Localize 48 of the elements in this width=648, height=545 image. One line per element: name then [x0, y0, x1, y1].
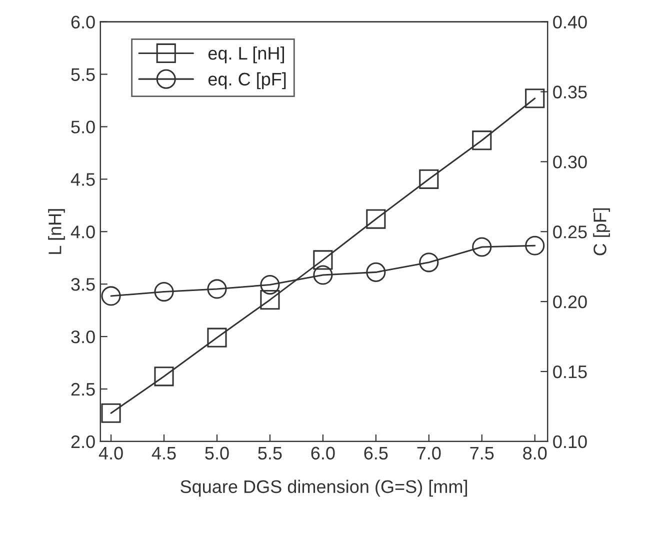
y-tick-label: 5.0: [71, 120, 95, 134]
point: [260, 290, 280, 310]
point: [419, 252, 439, 272]
y2-tick-label: 0.30: [553, 156, 587, 168]
point: [366, 262, 386, 282]
point: [525, 236, 545, 256]
y2-tick-label: 0.20: [553, 296, 587, 308]
x-tick-label: 4.5: [152, 446, 176, 460]
y2-axis-title: C [pF]: [593, 208, 610, 256]
x-tick-label: 7.5: [470, 446, 494, 460]
point: [313, 250, 333, 270]
point: [101, 403, 121, 423]
point: [313, 265, 333, 285]
x-tick-label: 6.5: [364, 446, 388, 460]
point: [260, 274, 280, 295]
legend-label: eq. C [pF]: [208, 72, 286, 90]
point: [207, 279, 227, 299]
y-tick-label: 6.0: [71, 16, 95, 29]
x-axis-title: Square DGS dimension (G=S) [mm]: [180, 480, 467, 497]
y-tick-label: 5.5: [71, 68, 95, 81]
point: [366, 209, 386, 229]
point: [472, 130, 492, 150]
point: [154, 366, 174, 386]
x-tick-label: 6.0: [311, 446, 335, 460]
point: [472, 237, 492, 257]
y2-tick-label: 0.40: [553, 16, 587, 29]
x-tick-label: 5.0: [205, 446, 229, 460]
x-tick-label: 5.5: [258, 446, 282, 460]
y-tick-label: 3.0: [71, 330, 95, 344]
y-tick-label: 4.5: [70, 173, 95, 186]
y-tick-label: 2.0: [71, 435, 95, 448]
legend-label: eq. L [nH]: [208, 46, 284, 64]
y2-tick-label: 0.35: [553, 86, 587, 98]
y-tick-label: 2.5: [71, 382, 95, 396]
point: [101, 286, 121, 306]
y-axis-title: L [nH]: [48, 209, 65, 254]
x-tick-label: 4.0: [98, 446, 123, 460]
point: [419, 169, 439, 189]
point: [207, 328, 227, 348]
x-tick-label: 7.0: [417, 446, 441, 460]
y2-tick-label: 0.25: [553, 226, 587, 238]
y-tick-label: 4.0: [70, 226, 95, 238]
y-tick-label: 3.5: [71, 278, 95, 291]
point: [154, 282, 174, 302]
x-tick-label: 8.0: [523, 446, 547, 460]
y2-tick-label: 0.15: [553, 365, 587, 378]
y2-tick-label: 0.10: [553, 435, 587, 448]
point: [525, 88, 545, 108]
